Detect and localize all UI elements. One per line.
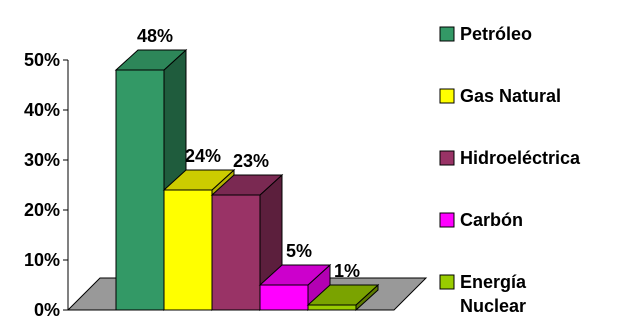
data-label: 23% bbox=[233, 151, 269, 171]
bar bbox=[258, 263, 332, 312]
data-labels: 48% 24% 23% 5% 1% bbox=[137, 26, 360, 281]
legend-swatch bbox=[439, 88, 455, 104]
bars bbox=[114, 48, 380, 312]
data-label: 24% bbox=[185, 146, 221, 166]
data-label: 1% bbox=[334, 261, 360, 281]
legend-item: Carbón bbox=[439, 210, 523, 230]
bar bbox=[306, 283, 380, 312]
legend-label: Hidroeléctrica bbox=[460, 148, 581, 168]
legend-label: Carbón bbox=[460, 210, 523, 230]
legend-swatch bbox=[439, 212, 455, 228]
y-tick-label: 0% bbox=[34, 300, 60, 320]
bar-front bbox=[259, 284, 309, 311]
legend-swatch bbox=[439, 274, 455, 290]
legend-item: Gas Natural bbox=[439, 86, 561, 106]
legend-item: Hidroeléctrica bbox=[439, 148, 581, 168]
y-tick-label: 40% bbox=[24, 100, 60, 120]
y-tick-label: 10% bbox=[24, 250, 60, 270]
y-axis: 0% 10% 20% 30% 40% 50% bbox=[24, 50, 69, 320]
legend-swatch bbox=[439, 150, 455, 166]
y-tick-label: 20% bbox=[24, 200, 60, 220]
bar-front bbox=[307, 304, 357, 311]
legend-label: Nuclear bbox=[460, 296, 526, 316]
bar-front bbox=[115, 69, 165, 311]
y-tick-label: 30% bbox=[24, 150, 60, 170]
legend-swatch bbox=[439, 26, 455, 42]
data-label: 48% bbox=[137, 26, 173, 46]
legend-item: Petróleo bbox=[439, 24, 532, 44]
y-tick-label: 50% bbox=[24, 50, 60, 70]
bar-front bbox=[211, 194, 261, 311]
legend-label: Petróleo bbox=[460, 24, 532, 44]
legend-label: Gas Natural bbox=[460, 86, 561, 106]
bar-front bbox=[163, 189, 213, 311]
legend-item: Energía Nuclear bbox=[439, 272, 527, 316]
legend: Petróleo Gas Natural Hidroeléctrica Carbón E… bbox=[439, 24, 581, 316]
data-label: 5% bbox=[286, 241, 312, 261]
legend-label: Energía bbox=[460, 272, 527, 292]
